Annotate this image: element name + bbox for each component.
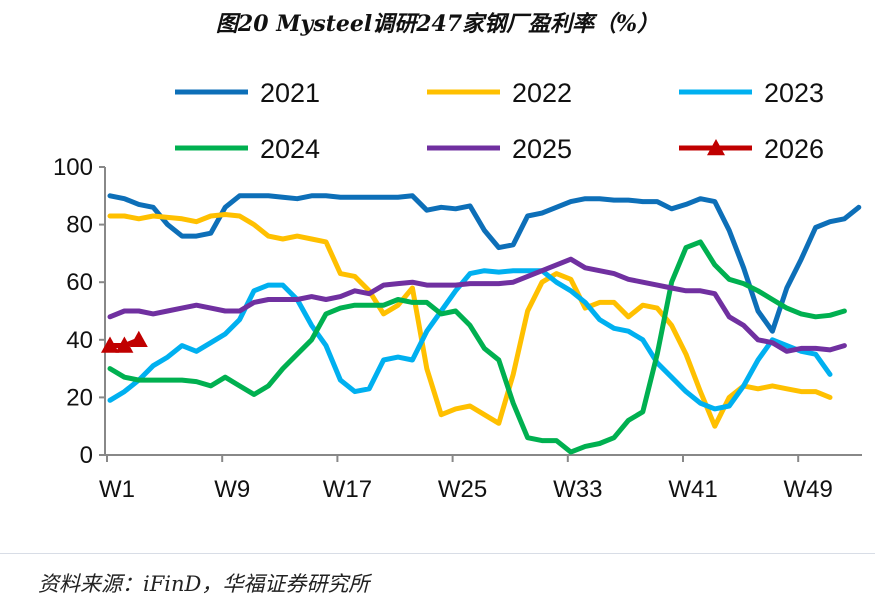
x-tick-label: W17 [323, 476, 372, 503]
series-line-2022 [107, 212, 833, 429]
y-tick-label: 0 [80, 442, 93, 469]
legend-label-2021: 2021 [260, 78, 320, 108]
series-line-2025 [107, 256, 847, 354]
legend-label-2022: 2022 [512, 78, 572, 108]
legend-label-2025: 2025 [512, 134, 572, 164]
divider [0, 553, 875, 554]
series-line-2024 [107, 239, 847, 455]
legend-label-2026: 2026 [764, 134, 824, 164]
x-tick-label: W9 [214, 476, 250, 503]
series-line-2023 [107, 268, 833, 412]
y-tick-label: 40 [66, 327, 93, 354]
legend-marker-2026 [707, 139, 725, 156]
data-point-2026 [101, 336, 119, 353]
x-tick-label: W33 [553, 476, 602, 503]
y-tick-label: 80 [66, 212, 93, 239]
series-line-2021 [107, 193, 862, 334]
data-point-2026 [129, 330, 148, 347]
x-tick-label: W25 [438, 476, 487, 503]
source-note: 资料来源：iFinD，华福证券研究所 [38, 572, 370, 596]
x-tick-label: W41 [668, 476, 717, 503]
y-tick-label: 100 [53, 154, 93, 181]
chart-title: 图20 Mysteel调研247家钢厂盈利率（%） [215, 11, 660, 37]
y-tick-label: 20 [66, 384, 93, 411]
y-tick-label: 60 [66, 269, 93, 296]
legend-label-2023: 2023 [764, 78, 824, 108]
x-tick-label: W1 [99, 476, 135, 503]
legend-label-2024: 2024 [260, 134, 320, 164]
data-point-2026 [115, 336, 134, 353]
x-tick-label: W49 [784, 476, 833, 503]
